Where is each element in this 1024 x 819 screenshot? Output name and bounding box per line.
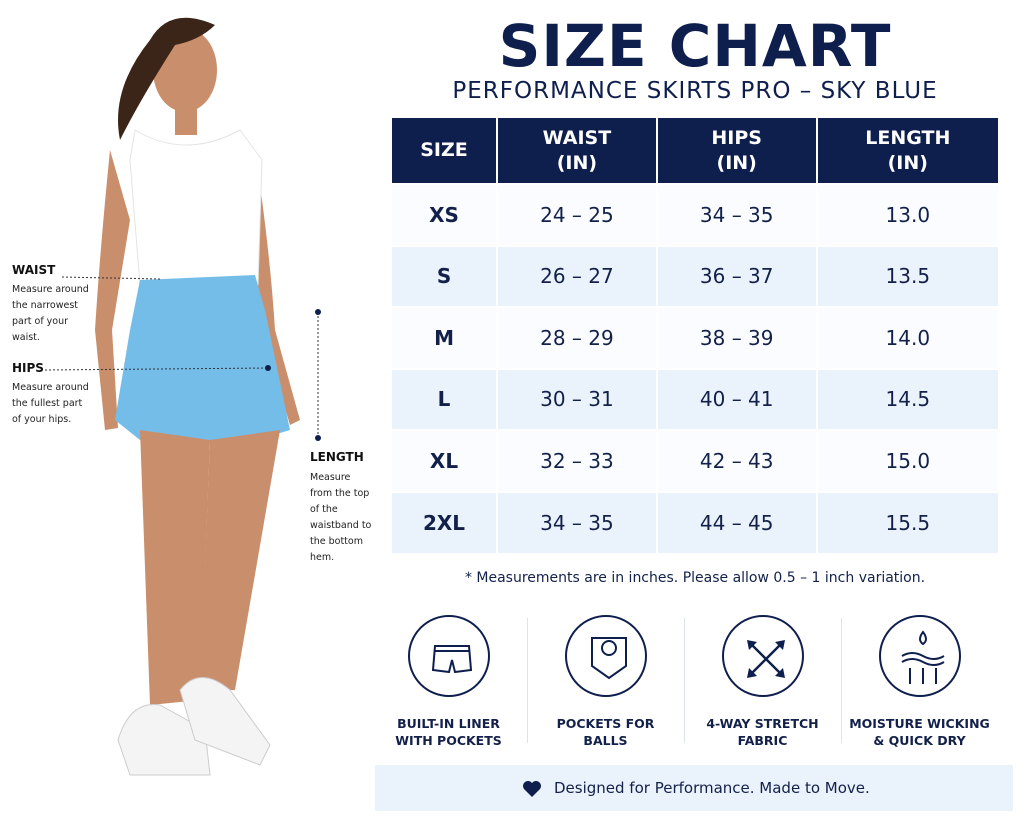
icon bbox=[900, 630, 945, 684]
heart-icon bbox=[523, 780, 541, 797]
measure-label: HIPS bbox=[12, 361, 44, 375]
table-cell: 44 – 45 bbox=[655, 490, 817, 553]
separator bbox=[684, 618, 685, 743]
column-label: LENGTH bbox=[865, 126, 951, 149]
icon bbox=[746, 640, 785, 678]
table-cell: 24 – 25 bbox=[496, 183, 657, 246]
table-row: XL 32 – 33 42 – 43 15.0 bbox=[389, 429, 998, 492]
column-header: LENGTH (IN) bbox=[815, 118, 998, 184]
table-cell: 15.5 bbox=[815, 490, 998, 553]
model-illustration bbox=[44, 17, 321, 776]
table-cell: 36 – 37 bbox=[655, 244, 817, 307]
footer: Designed for Performance. Made to Move. bbox=[375, 765, 1013, 811]
table-cell: M bbox=[389, 306, 498, 369]
column-header: WAIST (IN) bbox=[496, 118, 657, 184]
table-row: L 30 – 31 40 – 41 14.5 bbox=[389, 367, 998, 430]
table-cell: 32 – 33 bbox=[496, 429, 657, 492]
note: * Measurements are in inches. Please all… bbox=[464, 570, 926, 586]
table-cell: 14.5 bbox=[815, 367, 998, 430]
feature-label: MOISTURE WICKING & QUICK DRY bbox=[841, 715, 998, 749]
feature-line: POCKETS FOR bbox=[556, 716, 655, 731]
table-cell: XL bbox=[389, 429, 498, 492]
feature-label: POCKETS FOR BALLS bbox=[527, 715, 684, 749]
subtitle: PERFORMANCE SKIRTS PRO – SKY BLUE bbox=[452, 78, 938, 104]
separator bbox=[527, 618, 528, 743]
table-row: M 28 – 29 38 – 39 14.0 bbox=[389, 306, 998, 369]
measure-label: WAIST bbox=[12, 263, 56, 277]
feature-line: BUILT-IN LINER bbox=[397, 716, 500, 731]
icon bbox=[590, 637, 627, 680]
measure-text: Measure around the narrowest part of you… bbox=[12, 284, 89, 343]
table-row: S 26 – 27 36 – 37 13.5 bbox=[389, 244, 998, 307]
table-cell: 34 – 35 bbox=[496, 490, 657, 553]
column-unit: (IN) bbox=[887, 151, 928, 174]
column-unit: (IN) bbox=[556, 151, 598, 174]
feature-line: MOISTURE WICKING bbox=[849, 716, 990, 731]
feature-line: & QUICK DRY bbox=[873, 733, 966, 748]
table-cell: L bbox=[389, 367, 498, 430]
feature: POCKETS FOR BALLS bbox=[527, 615, 684, 748]
table-cell: 38 – 39 bbox=[655, 306, 817, 369]
feature-line: 4-WAY STRETCH bbox=[706, 716, 819, 731]
feature-icon bbox=[878, 615, 961, 697]
table-cell: 13.5 bbox=[815, 244, 998, 307]
feature-icon bbox=[564, 615, 647, 697]
table-cell: 40 – 41 bbox=[655, 367, 817, 430]
table-cell: 15.0 bbox=[815, 429, 998, 492]
footer-text: Designed for Performance. Made to Move. bbox=[554, 779, 870, 797]
separator bbox=[841, 618, 842, 743]
feature-line: FABRIC bbox=[737, 733, 788, 748]
table-row: XS 24 – 25 34 – 35 13.0 bbox=[389, 183, 998, 246]
table-cell: 34 – 35 bbox=[655, 183, 817, 246]
measure-label: LENGTH bbox=[310, 450, 364, 464]
feature-label: BUILT-IN LINER WITH POCKETS bbox=[370, 715, 527, 749]
table-cell: 30 – 31 bbox=[496, 367, 657, 430]
feature-icon bbox=[721, 615, 804, 697]
feature: MOISTURE WICKING & QUICK DRY bbox=[841, 615, 998, 748]
size-table: SIZE WAIST (IN) HIPS (IN) LENGTH (IN) XS 24 – 25… bbox=[389, 118, 998, 553]
table-cell: 26 – 27 bbox=[496, 244, 657, 307]
column-header: SIZE bbox=[389, 118, 498, 184]
column-header: HIPS (IN) bbox=[655, 118, 817, 184]
feature-icon bbox=[407, 615, 490, 697]
feature-label: 4-WAY STRETCH FABRIC bbox=[684, 715, 841, 749]
feature-line: BALLS bbox=[583, 733, 628, 748]
measure-text: Measure around the fullest part of your … bbox=[12, 382, 89, 425]
measure-text: Measure from the top of the waistband to… bbox=[310, 472, 372, 563]
column-label: HIPS bbox=[711, 126, 762, 149]
icon bbox=[431, 645, 472, 674]
table-cell: 42 – 43 bbox=[655, 429, 817, 492]
column-label: WAIST bbox=[542, 126, 612, 149]
table-cell: 14.0 bbox=[815, 306, 998, 369]
feature-line: WITH POCKETS bbox=[395, 733, 502, 748]
table-cell: S bbox=[389, 244, 498, 307]
feature: BUILT-IN LINER WITH POCKETS bbox=[370, 615, 527, 748]
table-cell: XS bbox=[389, 183, 498, 246]
column-unit: (IN) bbox=[716, 151, 757, 174]
table-cell: 28 – 29 bbox=[496, 306, 657, 369]
title: SIZE CHART bbox=[498, 12, 892, 80]
feature: 4-WAY STRETCH FABRIC bbox=[684, 615, 841, 748]
table-cell: 2XL bbox=[389, 490, 498, 553]
table-cell: 13.0 bbox=[815, 183, 998, 246]
column-label: SIZE bbox=[420, 139, 468, 162]
table-row: 2XL 34 – 35 44 – 45 15.5 bbox=[389, 490, 998, 553]
